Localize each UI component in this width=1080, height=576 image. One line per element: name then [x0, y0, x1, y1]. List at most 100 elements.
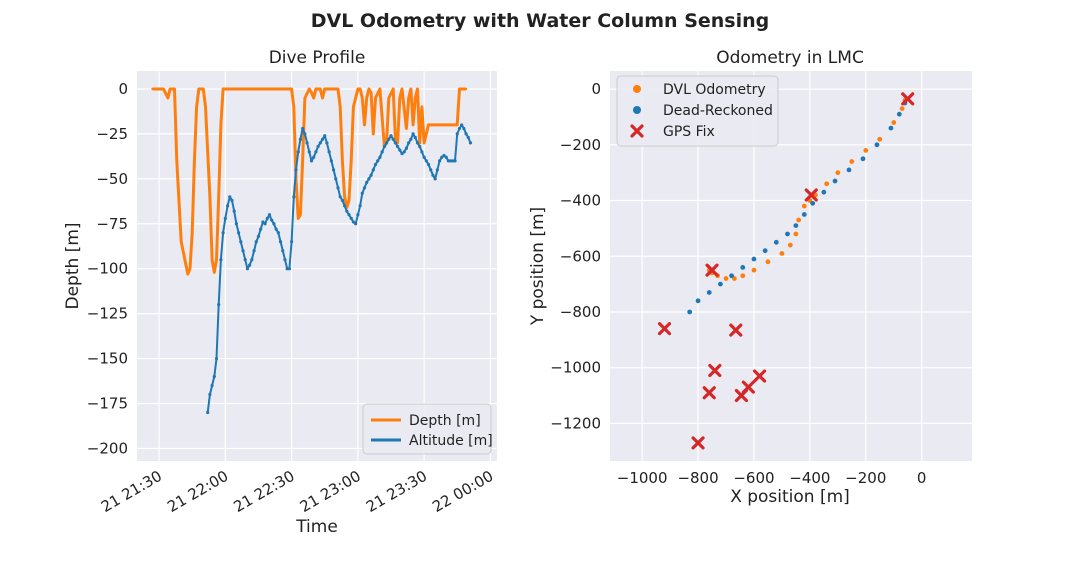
altitude-point: [433, 177, 437, 181]
gps-fix-marker: [804, 188, 818, 202]
odometry-legend: DVL Odometry Dead-Reckoned GPS Fix: [616, 75, 779, 147]
dead-reckoned-point: [706, 290, 712, 295]
altitude-point: [274, 227, 278, 231]
altitude-point: [391, 137, 395, 141]
depth-point: [228, 87, 231, 91]
dead-reckoned-point: [860, 156, 866, 162]
gps-fix-series: [657, 92, 915, 450]
altitude-point: [373, 162, 378, 167]
altitude-point: [285, 267, 289, 271]
altitude-point: [380, 150, 384, 154]
altitude-point: [437, 159, 442, 163]
altitude-point: [382, 144, 386, 149]
altitude-point: [400, 152, 404, 156]
gps-fix-marker: [708, 363, 722, 378]
dive-profile-axes: 21 21:30 21 22:00 21 22:30 21 23:00 21 23:30…: [63, 48, 497, 537]
depth-point: [396, 141, 399, 145]
altitude-point: [444, 155, 448, 159]
dead-reckoned-point: [762, 248, 768, 254]
altitude-point: [270, 218, 274, 222]
altitude-point: [449, 159, 453, 163]
depth-point: [195, 105, 198, 109]
depth-point: [418, 141, 421, 145]
dive-profile-xlabel: Time: [295, 517, 338, 537]
depth-point: [232, 87, 236, 91]
altitude-point: [281, 249, 285, 253]
altitude-point: [457, 126, 462, 131]
depth-point: [217, 195, 220, 199]
dead-reckoned-point: [793, 223, 799, 229]
y-tick-label: −150: [87, 350, 128, 368]
altitude-point: [267, 213, 272, 217]
depth-point: [290, 87, 293, 91]
depth-point: [179, 240, 183, 243]
altitude-point: [331, 168, 336, 172]
y-tick-label: −75: [96, 215, 128, 233]
gps-fix-marker: [729, 323, 743, 337]
dive-profile-legend: Depth [m] Altitude [m]: [362, 403, 493, 455]
altitude-point: [287, 267, 291, 271]
altitude-point: [393, 141, 398, 145]
depth-point: [297, 217, 300, 220]
depth-point: [204, 105, 207, 109]
altitude-point: [411, 132, 415, 136]
altitude-point: [228, 195, 232, 199]
depth-point: [458, 87, 461, 91]
altitude-point: [442, 153, 446, 158]
depth-point: [374, 96, 377, 100]
legend-label: DVL Odometry: [663, 82, 766, 98]
altitude-point: [316, 144, 320, 149]
altitude-point: [309, 159, 314, 163]
odometry-xlabel: X position [m]: [730, 487, 850, 507]
x-tick-label: 21 22:00: [164, 467, 231, 516]
legend-swatch: [633, 106, 641, 114]
depth-point: [330, 87, 333, 91]
altitude-point: [278, 240, 283, 244]
depth-point: [173, 87, 176, 91]
altitude-point: [435, 168, 439, 172]
y-tick-label: −600: [560, 247, 601, 265]
dvl-odometry-point: [891, 120, 897, 125]
dive-profile-title: Dive Profile: [269, 48, 366, 68]
depth-point: [460, 87, 463, 91]
altitude-point: [294, 168, 298, 172]
altitude-point: [327, 150, 331, 154]
legend-swatch: [633, 85, 641, 93]
altitude-point: [415, 141, 420, 145]
altitude-point: [358, 204, 362, 208]
depth-point: [405, 127, 408, 130]
altitude-point: [464, 132, 468, 136]
altitude-point: [307, 150, 311, 154]
altitude-point: [239, 240, 243, 244]
y-tick-label: 0: [118, 80, 128, 98]
dead-reckoned-point: [821, 189, 827, 195]
depth-point: [411, 123, 415, 127]
dvl-odometry-point: [849, 159, 855, 164]
altitude-point: [431, 173, 435, 177]
altitude-point: [208, 392, 212, 397]
depth-point: [308, 87, 311, 91]
depth-point: [221, 87, 225, 91]
gps-fix-marker: [752, 369, 767, 383]
x-tick-label: 22 00:00: [429, 467, 496, 516]
x-tick-label: −1000: [617, 469, 668, 487]
altitude-point: [241, 249, 245, 253]
x-tick-label: −800: [677, 469, 718, 487]
depth-point: [350, 159, 353, 163]
altitude-point: [343, 204, 347, 208]
depth-point: [400, 87, 404, 91]
altitude-point: [314, 150, 318, 154]
dead-reckoned-point: [874, 142, 880, 148]
x-tick-label: 21 23:30: [363, 467, 430, 516]
altitude-point: [356, 213, 360, 217]
dvl-odometry-point: [751, 267, 757, 273]
depth-point: [303, 96, 307, 100]
altitude-point: [272, 222, 276, 226]
depth-point: [321, 96, 324, 100]
y-tick-label: −125: [87, 305, 128, 323]
y-tick-label: −25: [96, 125, 128, 143]
altitude-point: [451, 159, 455, 163]
legend-label: Depth [m]: [409, 413, 481, 429]
figure-title: DVL Odometry with Water Column Sensing: [311, 10, 770, 32]
depth-point: [464, 87, 468, 91]
